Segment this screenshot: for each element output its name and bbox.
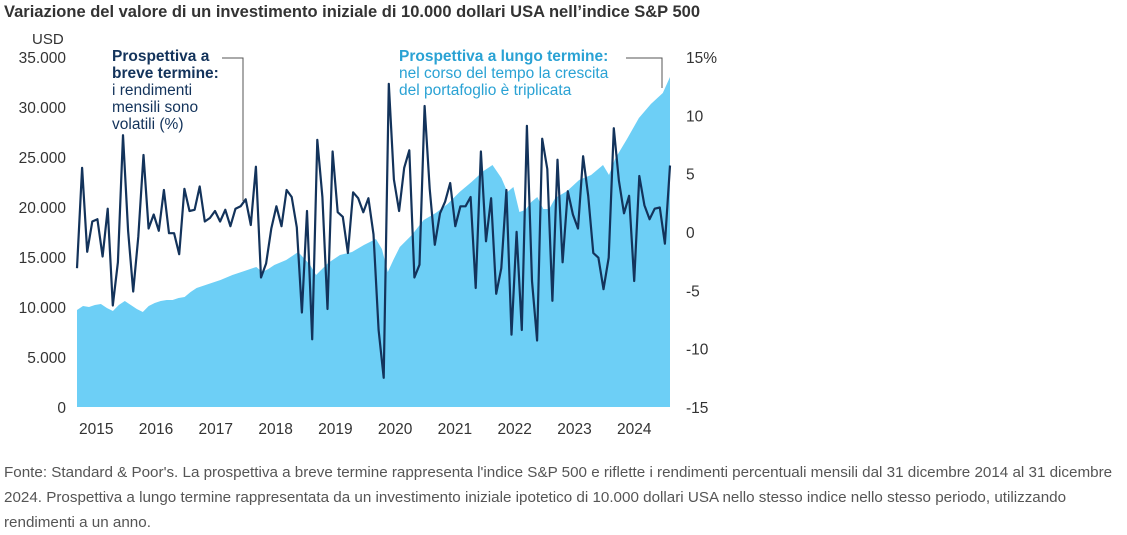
chart-title: Variazione del valore di un investimento…: [4, 3, 700, 21]
x-tick-label: 2016: [139, 421, 173, 438]
line-layer: [75, 82, 672, 379]
y-right-tick-label: 5: [686, 167, 695, 184]
y-axis-left: USD 0 5.000 10.000 15.000 20.000 25.000 30.000 3…: [19, 31, 67, 417]
x-tick-label: 2023: [557, 421, 591, 438]
x-tick-label: 2015: [79, 421, 113, 438]
y-left-tick-label: 15.000: [19, 250, 67, 267]
x-tick-label: 2018: [258, 421, 292, 438]
y-right-tick-label: -5: [686, 283, 700, 300]
y-right-tick-label: 10: [686, 108, 704, 125]
annotation-long-heading: Prospettiva a lungo termine:: [399, 48, 609, 65]
annotation-short-heading-2: breve termine:: [112, 65, 219, 82]
y-left-tick-label: 25.000: [19, 150, 67, 167]
y-axis-right: -15 -10 -5 0 5 10 15%: [686, 50, 717, 417]
y-left-tick-label: 5.000: [27, 350, 66, 367]
annotation-leader-lines: [222, 57, 663, 201]
x-tick-label: 2020: [378, 421, 413, 438]
y-right-tick-label: 0: [686, 225, 695, 242]
x-tick-label: 2019: [318, 421, 352, 438]
line-series-short-term: [75, 82, 672, 379]
y-left-tick-label: 0: [57, 400, 66, 417]
y-right-tick-label: 15%: [686, 50, 717, 67]
annotation-short-leader: [222, 57, 244, 201]
y-left-tick-label: 20.000: [19, 200, 67, 217]
annotation-short-heading-1: Prospettiva a: [112, 48, 210, 65]
y-right-tick-label: -10: [686, 342, 709, 359]
x-tick-label: 2021: [438, 421, 472, 438]
x-axis: 2015 2016 2017 2018 2019 2020 2021 2022 2023 2024: [79, 421, 652, 438]
annotation-short-line-2: mensili sono: [112, 99, 199, 116]
y-left-tick-label: 35.000: [19, 50, 67, 67]
footnote: Fonte: Standard & Poor's. La prospettiva…: [4, 464, 1113, 531]
y-axis-left-unit: USD: [32, 31, 64, 48]
y-left-tick-label: 30.000: [19, 100, 67, 117]
annotation-long-term: Prospettiva a lungo termine: nel corso d…: [399, 48, 608, 99]
x-tick-label: 2017: [199, 421, 233, 438]
x-tick-label: 2022: [497, 421, 531, 438]
annotation-long-line-2: del portafoglio è triplicata: [399, 82, 572, 99]
chart: USD 0 5.000 10.000 15.000 20.000 25.000 30.000 3…: [19, 31, 718, 438]
annotation-short-line-3: volatili (%): [112, 116, 184, 133]
annotation-long-leader: [626, 57, 663, 88]
annotation-short-line-1: i rendimenti: [112, 82, 193, 99]
annotation-long-line-1: nel corso del tempo la crescita: [399, 65, 609, 82]
x-tick-label: 2024: [617, 421, 652, 438]
y-left-tick-label: 10.000: [19, 300, 67, 317]
y-right-tick-label: -15: [686, 400, 708, 417]
annotation-short-term: Prospettiva a breve termine: i rendiment…: [112, 48, 219, 133]
